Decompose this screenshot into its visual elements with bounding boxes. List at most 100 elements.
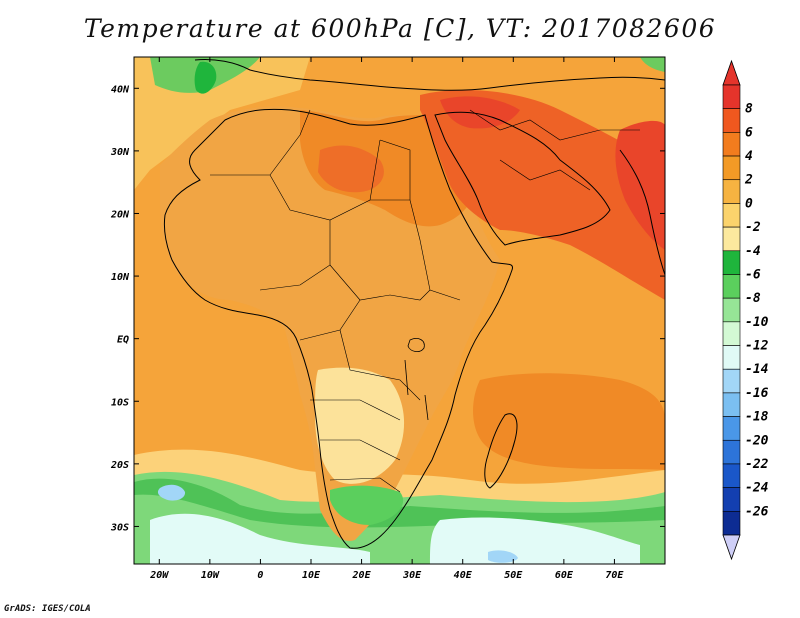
- colorbar-top-arrow: [722, 59, 741, 86]
- colorbar-labels: 8 6 4 2 0 -2 -4 -6 -8 -10 -12 -14 -16 -18 -20 -22 -24 -26: [744, 102, 769, 520]
- colorbar-label: -16: [745, 386, 769, 401]
- x-axis-labels: 20W 10W 0 10E 20E 30E 40E 50E 60E 70E: [149, 570, 624, 581]
- lake-victoria: [407, 338, 425, 352]
- x-tick-label: 10E: [302, 570, 321, 581]
- credit-label: GrADS: IGES/COLA: [4, 604, 91, 614]
- colorbar-swatch: [722, 132, 741, 157]
- colorbar-label: 4: [745, 149, 753, 164]
- border: [329, 477, 401, 493]
- southern-cold-pool: [150, 513, 370, 564]
- x-tick-label: 10W: [201, 570, 220, 581]
- colorbar-label: -2: [745, 220, 761, 235]
- y-tick-label: EQ: [117, 335, 129, 346]
- southern-africa-green-field: [330, 485, 404, 525]
- x-tick-label: 20E: [352, 570, 372, 581]
- southern-cold-pool-east: [430, 517, 640, 564]
- arabia-hot-field: [420, 90, 665, 300]
- sahara-warm-field: [300, 110, 475, 227]
- colorbar-label: -26: [745, 504, 769, 519]
- y-tick-label: 20N: [110, 209, 130, 220]
- europe-coastline: [194, 59, 665, 91]
- border: [370, 199, 461, 301]
- y-tick-label: 30S: [110, 522, 129, 533]
- colorbar-swatch: [722, 439, 741, 465]
- colorbar-swatch: [722, 487, 741, 512]
- sahara-hot-core: [318, 145, 384, 193]
- colorbar-bottom-arrow: [722, 534, 741, 561]
- colorbar-swatch: [722, 511, 741, 536]
- madagascar-coastline: [484, 413, 518, 489]
- cold-blob-east: [488, 550, 518, 563]
- border: [210, 139, 381, 221]
- x-tick-label: 40E: [454, 570, 473, 581]
- x-tick-label: 50E: [504, 570, 523, 581]
- map-frame: [133, 56, 666, 565]
- colorbar-label: -8: [745, 291, 761, 306]
- border: [259, 220, 331, 291]
- y-tick-label: 40N: [111, 84, 130, 95]
- africa-coastline: [163, 108, 514, 549]
- colorbar-label: -22: [745, 457, 769, 472]
- colorbar-label: -14: [745, 362, 769, 377]
- lakes: [404, 338, 429, 421]
- colorbar-label: -18: [745, 410, 769, 425]
- colorbar-label: 2: [744, 173, 753, 188]
- colorbar-label: 6: [745, 125, 753, 140]
- eastern-med-green: [640, 57, 665, 72]
- border: [469, 109, 640, 141]
- y-tick-label: 10N: [111, 272, 130, 283]
- x-tick-label: 0: [257, 570, 263, 581]
- colorbar-swatch: [722, 463, 741, 488]
- colorbar-label: 0: [745, 196, 753, 211]
- colorbar-swatch: [722, 179, 741, 204]
- colorbar-swatch: [722, 84, 741, 109]
- border: [269, 109, 311, 176]
- x-tick-label: 70E: [605, 570, 624, 581]
- y-axis-labels: 40N 30N 20N 10N EQ 10S 20S 30S: [110, 84, 130, 533]
- border: [339, 329, 421, 401]
- iberia-green-field: [194, 61, 217, 94]
- colorbar-swatch: [722, 321, 741, 346]
- y-tick-label: 20S: [110, 460, 129, 471]
- lake-malawi: [424, 394, 429, 421]
- colorbar-swatch: [722, 155, 741, 181]
- arabia-coastline: [434, 111, 611, 246]
- colorbar-label: -12: [745, 339, 769, 354]
- colorbar-label: -6: [745, 267, 761, 282]
- x-tick-label: 30E: [402, 570, 422, 581]
- y-tick-label: 30N: [110, 147, 130, 158]
- colorbar-swatch: [722, 203, 741, 228]
- southern-africa-cool-field: [315, 367, 405, 484]
- southern-dark-green-band: [134, 478, 665, 528]
- colorbar-swatch: [722, 345, 741, 370]
- colorbar-label: -4: [745, 244, 761, 259]
- colorbar-swatch: [722, 250, 741, 275]
- border: [329, 264, 431, 301]
- x-tick-label: 60E: [555, 570, 574, 581]
- colorbar-label: 8: [745, 102, 753, 117]
- x-tick-label: 20W: [149, 570, 169, 581]
- border: [499, 159, 591, 191]
- india-coastline: [619, 149, 665, 276]
- y-tick-label: 10S: [111, 397, 129, 408]
- colorbar-swatch: [722, 392, 741, 417]
- map-title: Temperature at 600hPa [C], VT: 201708260…: [83, 14, 717, 43]
- axis-ticks: [134, 57, 665, 564]
- lake-tanganyika: [404, 359, 409, 396]
- colorbar-label: -10: [745, 315, 769, 330]
- colorbar-swatch: [722, 274, 741, 299]
- cold-blob-west: [157, 484, 186, 501]
- coastlines: [163, 59, 665, 549]
- colorbar-label: -20: [745, 433, 769, 448]
- colorbar-swatch: [722, 416, 741, 441]
- colorbar-swatch: [722, 297, 741, 323]
- border: [310, 399, 401, 421]
- borders: [210, 109, 640, 493]
- map-area: [134, 57, 665, 564]
- colorbar: [722, 59, 741, 561]
- border: [379, 139, 411, 200]
- colorbar-label: -24: [745, 481, 769, 496]
- colorbar-swatch: [722, 368, 741, 394]
- indian-ocean-warm-field: [473, 373, 665, 470]
